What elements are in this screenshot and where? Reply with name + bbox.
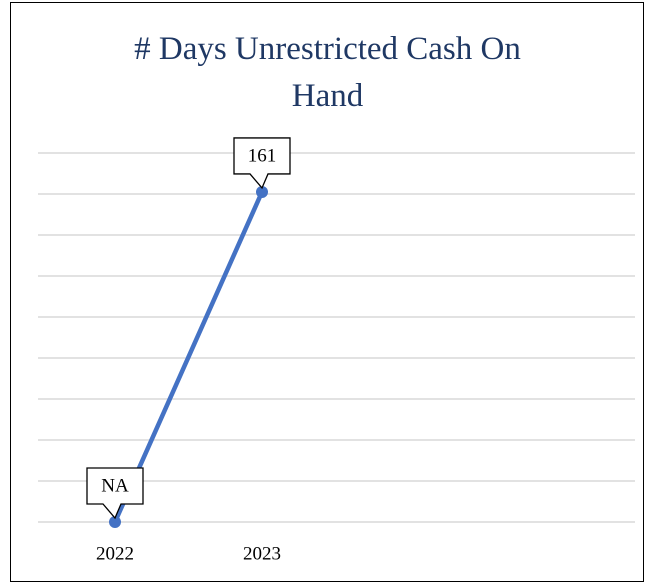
x-tick-label: 2023 bbox=[243, 543, 281, 564]
data-point bbox=[256, 185, 268, 198]
data-point bbox=[109, 516, 121, 528]
x-tick-label: 2022 bbox=[96, 543, 134, 564]
data-label-callout bbox=[233, 137, 291, 190]
chart-title: # Days Unrestricted Cash On Hand bbox=[134, 31, 521, 114]
data-label-callout bbox=[86, 467, 144, 520]
data-label: 161 bbox=[248, 145, 277, 166]
data-label: NA bbox=[101, 475, 129, 496]
chart-title-box: # Days Unrestricted Cash On Hand bbox=[0, 26, 655, 120]
series-line bbox=[112, 189, 265, 525]
